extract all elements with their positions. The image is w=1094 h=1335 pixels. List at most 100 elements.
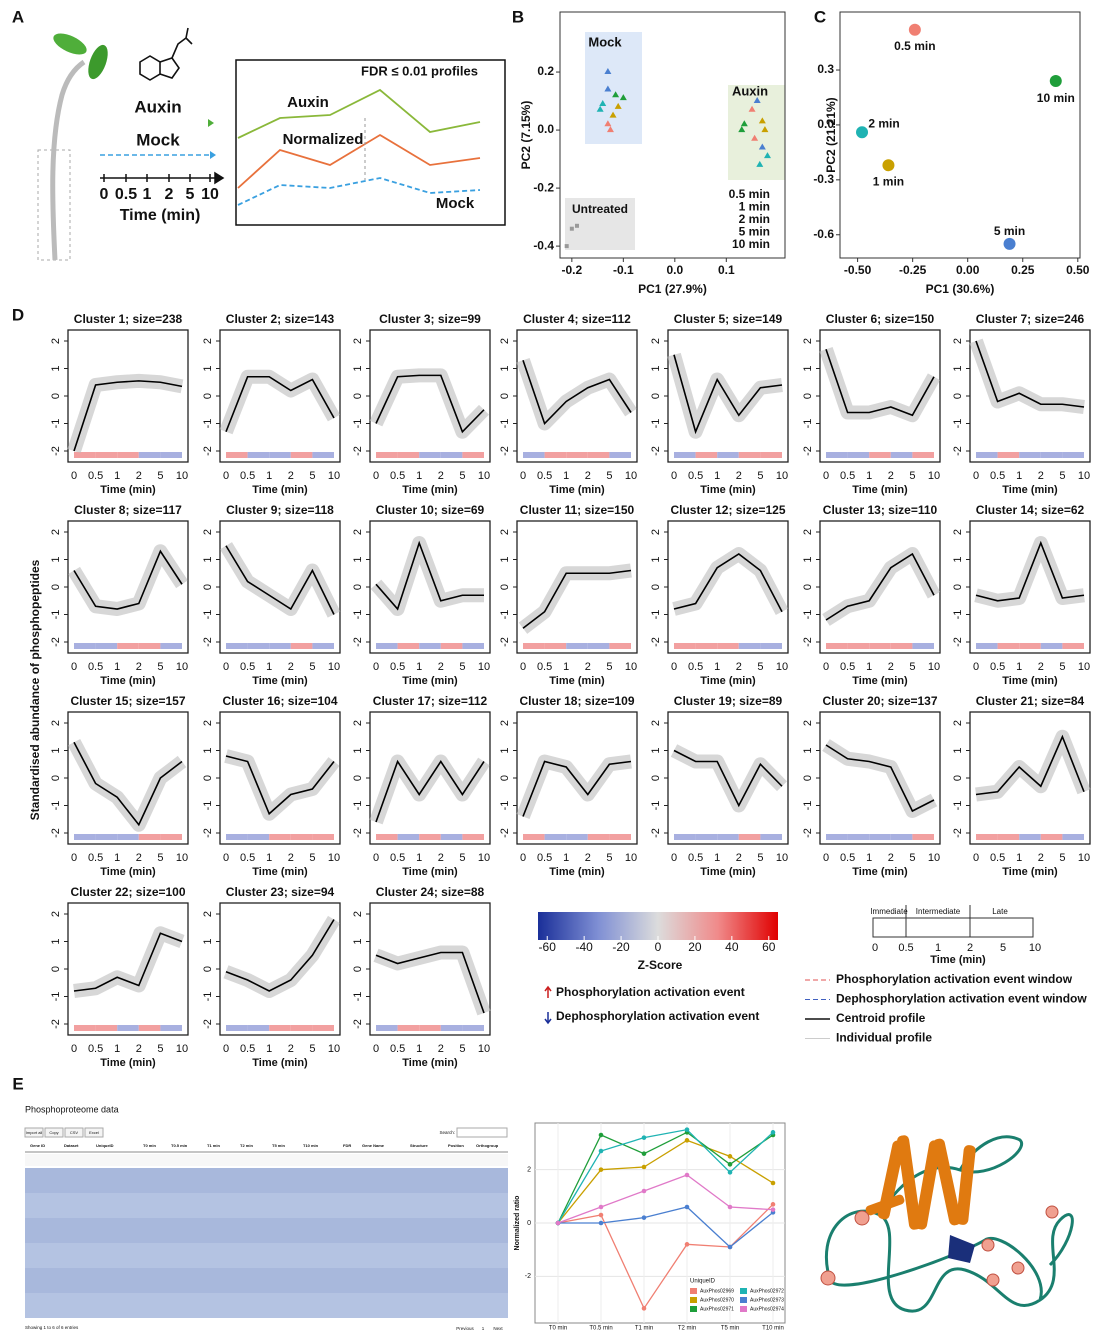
panel-label: B: [512, 7, 524, 26]
y-tick-label: 0: [802, 584, 814, 590]
y-tick-label: 2: [499, 529, 511, 535]
cluster-title: Cluster 16; size=104: [222, 694, 337, 708]
x-tick-label: 5: [909, 852, 915, 864]
x-tick-label: 10: [328, 1043, 340, 1055]
y-tick-label: -2: [202, 637, 214, 647]
x-tick-label: 2: [438, 470, 444, 482]
x-axis-title: Time (min): [252, 1057, 308, 1069]
point: [641, 1215, 647, 1220]
point: [641, 1188, 647, 1194]
event-strip: [247, 643, 270, 649]
table-button[interactable]: [44, 1127, 64, 1138]
event-strip: [269, 1025, 291, 1031]
point: [641, 1135, 647, 1140]
x-tick-label: T2 min: [678, 1326, 696, 1332]
x-tick-label: 5: [157, 470, 163, 482]
event-strip: [587, 452, 610, 458]
y-tick-label: -2: [202, 1019, 214, 1029]
table-button[interactable]: [84, 1127, 104, 1138]
x-tick-label: 1: [714, 661, 720, 673]
event-strip: [247, 1025, 270, 1031]
event-strip: [247, 452, 270, 458]
event-strip: [312, 834, 334, 840]
event-strip: [544, 452, 567, 458]
x-axis-title: Time (min): [252, 484, 308, 496]
table-row: [25, 1293, 508, 1318]
y-tick-label: 1: [650, 747, 662, 753]
y-tick-label: 0: [802, 393, 814, 399]
legend-label: Phosphorylation activation event window: [836, 972, 1073, 986]
y-tick-label: 0.2: [537, 64, 554, 78]
x-tick-label: 1: [416, 661, 422, 673]
table-button[interactable]: [24, 1127, 44, 1138]
event-strip: [74, 1025, 96, 1031]
table-button[interactable]: [64, 1127, 84, 1138]
event-strip: [890, 452, 913, 458]
x-tick-label: 0.5: [840, 852, 855, 864]
centroid-line: [975, 734, 1085, 796]
event-strip: [117, 643, 139, 649]
point: [770, 1130, 776, 1135]
y-tick-label: -2: [525, 1273, 531, 1280]
event-strip: [1019, 452, 1041, 458]
event-strip: [312, 452, 334, 458]
x-axis-title: PC1 (27.9%): [638, 282, 707, 296]
y-tick-label: 1: [202, 365, 214, 371]
y-tick-label: 1: [650, 556, 662, 562]
x-tick-label: 0.5: [390, 661, 405, 673]
event-strip: [1019, 643, 1041, 649]
series-line: [557, 1128, 774, 1224]
event-strip: [890, 643, 913, 649]
x-tick-label: 5: [459, 852, 465, 864]
x-tick-label: 5: [1059, 852, 1065, 864]
y-tick-label: 0.0: [537, 122, 554, 136]
point: [598, 1148, 604, 1154]
event-strip: [847, 643, 870, 649]
x-tick-label: 0: [520, 852, 526, 864]
x-tick-label: 5: [157, 1043, 163, 1055]
x-tick-label: 0.5: [990, 470, 1005, 482]
pager-label: 1: [482, 1326, 485, 1331]
column-header: UniqueID: [96, 1143, 114, 1148]
plot-frame: [67, 902, 189, 1036]
cluster-title: Cluster 20; size=137: [822, 694, 937, 708]
point: [1049, 75, 1062, 88]
search-box[interactable]: [456, 1127, 508, 1138]
x-tick-label: 0.5: [88, 1043, 103, 1055]
x-tick-label: 0.5: [88, 470, 103, 482]
event-strip: [74, 643, 96, 649]
cluster-title: Cluster 15; size=157: [70, 694, 185, 708]
y-tick-label: 2: [650, 720, 662, 726]
x-tick-label: 2: [1038, 470, 1044, 482]
point: [598, 1220, 604, 1226]
x-tick-label: 0: [71, 470, 77, 482]
event-strip: [847, 834, 870, 840]
event-strip: [312, 1025, 334, 1031]
y-tick-label: -2: [952, 828, 964, 838]
point-label: 0.5 min: [894, 39, 935, 53]
point: [751, 134, 759, 141]
x-axis-title: Time (min): [100, 484, 156, 496]
event-strip: [717, 452, 739, 458]
point: [758, 143, 766, 150]
y-tick-label: 1: [352, 556, 364, 562]
event-strip: [760, 834, 782, 840]
x-tick-label: 2: [888, 470, 894, 482]
profile-label: Auxin: [287, 94, 329, 111]
x-tick-label: 0.5: [390, 852, 405, 864]
x-axis-title: Time (min): [100, 675, 156, 687]
x-tick-label: 1: [114, 470, 120, 482]
x-tick-label: 0: [71, 852, 77, 864]
y-tick-label: -2: [50, 1019, 62, 1029]
y-tick-label: -2: [650, 637, 662, 647]
y-tick-label: 0: [527, 1220, 531, 1227]
x-axis-title: Time (min): [549, 675, 605, 687]
centroid-line: [375, 540, 484, 611]
event-strip: [826, 643, 848, 649]
point: [908, 23, 921, 36]
event-strip: [397, 1025, 420, 1031]
x-tick-label: 0: [71, 661, 77, 673]
x-tick-label: -0.1: [613, 263, 634, 277]
event-strip: [117, 834, 139, 840]
y-axis-title: PC2 (7.15%): [519, 101, 533, 170]
